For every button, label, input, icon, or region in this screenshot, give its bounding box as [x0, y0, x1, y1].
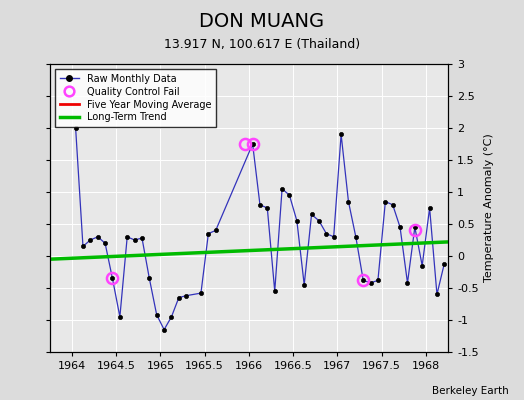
Text: 13.917 N, 100.617 E (Thailand): 13.917 N, 100.617 E (Thailand) — [164, 38, 360, 51]
Legend: Raw Monthly Data, Quality Control Fail, Five Year Moving Average, Long-Term Tren: Raw Monthly Data, Quality Control Fail, … — [54, 69, 216, 127]
Text: Berkeley Earth: Berkeley Earth — [432, 386, 508, 396]
Y-axis label: Temperature Anomaly (°C): Temperature Anomaly (°C) — [484, 134, 494, 282]
Text: DON MUANG: DON MUANG — [200, 12, 324, 31]
